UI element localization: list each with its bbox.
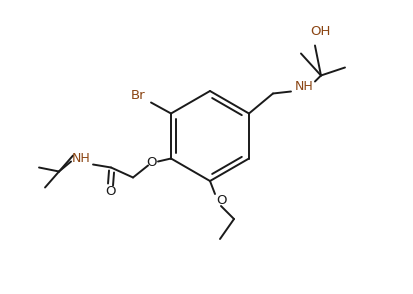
Text: Br: Br: [131, 89, 145, 102]
Text: NH: NH: [294, 80, 313, 93]
Text: O: O: [216, 195, 226, 208]
Text: OH: OH: [310, 25, 330, 38]
Text: NH: NH: [71, 152, 90, 165]
Text: O: O: [105, 185, 115, 198]
Text: O: O: [146, 156, 156, 169]
